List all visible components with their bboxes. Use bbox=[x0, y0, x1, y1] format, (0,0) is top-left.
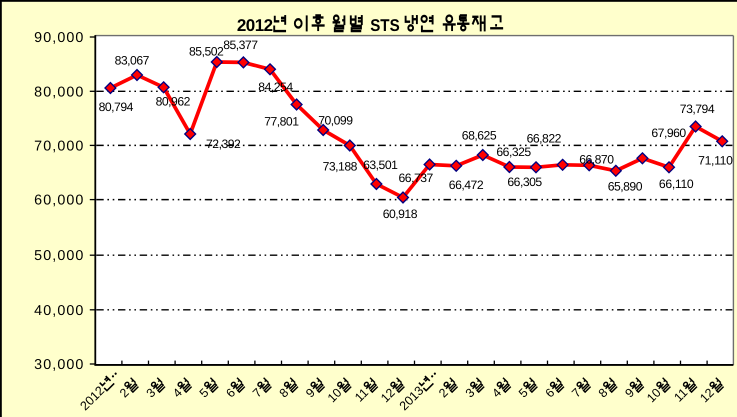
svg-text:STS: STS bbox=[370, 16, 400, 35]
svg-text:50,000: 50,000 bbox=[34, 248, 84, 264]
svg-text:80,962: 80,962 bbox=[156, 95, 191, 109]
svg-text:84,254: 84,254 bbox=[258, 80, 293, 94]
svg-text:83,067: 83,067 bbox=[115, 53, 150, 67]
svg-text:60,000: 60,000 bbox=[34, 193, 84, 209]
svg-text:80,000: 80,000 bbox=[34, 84, 84, 100]
svg-text:68,625: 68,625 bbox=[462, 129, 497, 143]
svg-text:66,822: 66,822 bbox=[527, 132, 562, 146]
svg-text:40,000: 40,000 bbox=[34, 303, 84, 319]
svg-text:70,099: 70,099 bbox=[318, 113, 353, 127]
svg-text:71,110: 71,110 bbox=[698, 154, 733, 168]
svg-text:72,392: 72,392 bbox=[206, 137, 241, 151]
svg-text:66,325: 66,325 bbox=[496, 145, 531, 159]
svg-text:67,960: 67,960 bbox=[651, 126, 686, 140]
svg-text:77,801: 77,801 bbox=[264, 114, 299, 128]
svg-text:60,918: 60,918 bbox=[383, 207, 418, 221]
svg-text:85,502: 85,502 bbox=[189, 45, 224, 59]
svg-text:90,000: 90,000 bbox=[34, 30, 84, 46]
svg-text:66,110: 66,110 bbox=[659, 177, 694, 191]
svg-text:65,890: 65,890 bbox=[608, 179, 643, 193]
svg-text:66,305: 66,305 bbox=[507, 175, 542, 189]
svg-text:66,737: 66,737 bbox=[399, 171, 434, 185]
svg-text:66,472: 66,472 bbox=[449, 178, 484, 192]
svg-text:80,794: 80,794 bbox=[99, 100, 134, 114]
svg-text:85,377: 85,377 bbox=[223, 38, 258, 52]
svg-text:70,000: 70,000 bbox=[34, 138, 84, 154]
svg-text:2012: 2012 bbox=[237, 16, 273, 35]
svg-text:66,870: 66,870 bbox=[579, 153, 614, 167]
svg-text:73,794: 73,794 bbox=[680, 102, 715, 116]
svg-text:63,501: 63,501 bbox=[363, 158, 398, 172]
svg-text:30,000: 30,000 bbox=[34, 357, 84, 373]
svg-text:73,188: 73,188 bbox=[323, 160, 358, 174]
